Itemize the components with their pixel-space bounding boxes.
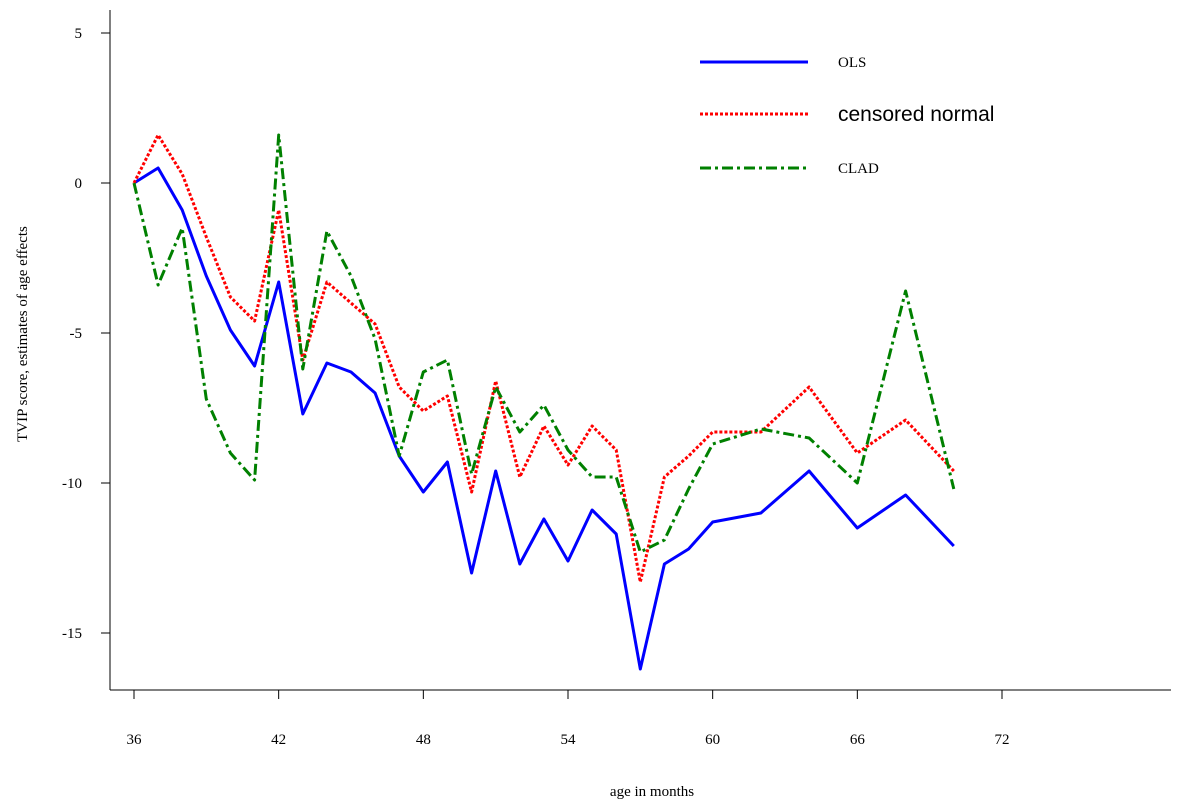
series-line-clad <box>132 133 956 554</box>
y-axis-title: TVIP score, estimates of age effects <box>15 226 31 442</box>
y-tick-label: -5 <box>70 326 83 342</box>
x-tick-label: 60 <box>705 732 720 748</box>
x-tick-label: 48 <box>416 732 431 748</box>
x-tick-label: 72 <box>995 732 1010 748</box>
x-axis-title: age in months <box>610 784 694 800</box>
series-line-ols <box>133 166 955 671</box>
x-tick-label: 36 <box>127 732 143 748</box>
x-tick-label: 66 <box>850 732 866 748</box>
legend: OLS censored normal CLAD <box>700 55 994 177</box>
legend-label-clad: CLAD <box>838 161 879 177</box>
legend-label-ols: OLS <box>838 55 866 71</box>
y-tick-label: -15 <box>62 626 82 642</box>
y-tick-label: 0 <box>75 176 83 192</box>
legend-label-censored-normal: censored normal <box>838 103 994 126</box>
series-line-censored-normal <box>132 133 955 584</box>
x-tick-label: 54 <box>561 732 577 748</box>
series-layer <box>132 133 956 671</box>
y-tick-label: 5 <box>75 26 83 42</box>
x-tick-label: 42 <box>271 732 286 748</box>
y-tick-label: -10 <box>62 476 82 492</box>
axes: 36 42 48 54 60 66 72 5 0 -5 -10 -15 <box>62 10 1171 748</box>
